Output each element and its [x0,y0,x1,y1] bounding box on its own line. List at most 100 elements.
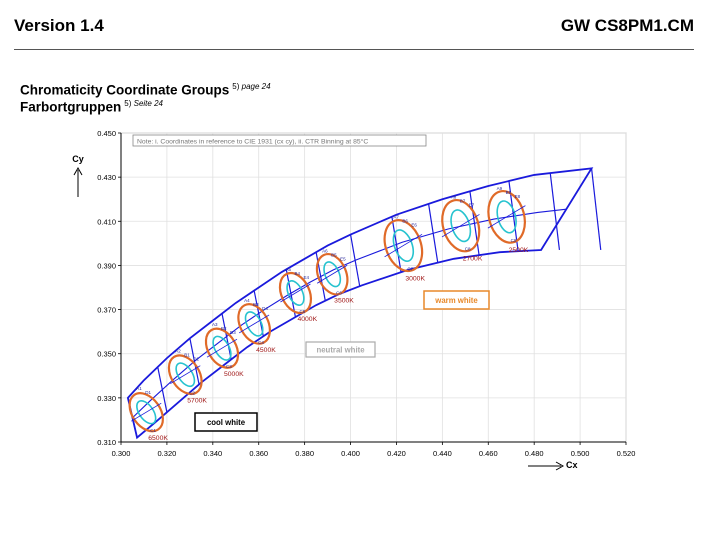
y-tick-label: 0.310 [97,438,116,447]
ellipse-axis [238,314,270,334]
x-tick-label: 0.480 [525,449,544,458]
ellipse-inner [392,229,415,262]
bin-label: C8 [465,247,471,252]
x-tick-label: 0.520 [617,449,636,458]
ellipse-inner [136,400,157,425]
cct-label: 5700K [187,398,207,405]
section-title-de-text: Farbortgruppen [20,99,122,115]
ellipse-axis [487,205,526,229]
bin-label: B4 [294,271,300,276]
x-tick-label: 0.320 [158,449,177,458]
x-axis-arrowhead [555,461,565,471]
section-title-en: Chromaticity Coordinate Groups 5) page 24 [20,82,271,98]
bin-label: B7 [460,199,466,204]
bin-label: E6 [411,223,417,228]
bin-label: E7 [469,203,475,208]
bin-label: C1 [150,428,156,433]
bin-divider [469,191,480,256]
x-axis-label: Cx [566,460,578,470]
bin-divider [189,338,200,385]
plot-frame [120,132,627,443]
bin-label: B3 [253,302,259,307]
section-title-en-footnote[interactable]: 5) page 24 [232,82,271,91]
cct-label: 3500K [334,297,354,304]
ellipse-axis [316,264,348,284]
cct-label: 2500K [509,247,529,254]
ellipse-outer [383,219,424,273]
section-title-de-footnote[interactable]: 5) Seite 24 [124,99,163,108]
header-divider [14,49,694,50]
cct-label: 4500K [256,347,276,354]
ellipse-inner [450,209,472,243]
warm-white-label: warm white [434,296,478,305]
bin-label: E8 [515,194,521,199]
bin-label: A2 [175,349,181,354]
y-tick-label: 0.450 [97,129,116,138]
bin-label: A7 [393,215,399,220]
bin-label: A1 [136,386,142,391]
cct-label: 6500K [148,435,168,442]
bin-label: B8 [506,190,512,195]
bin-label: E5 [340,256,346,261]
ellipse-axis [280,283,311,303]
y-tick-label: 0.350 [97,350,116,359]
bin-label: A5 [285,267,291,272]
bin-divider [391,216,402,273]
x-tick-label: 0.460 [479,449,498,458]
bin-label: B5 [331,252,337,257]
bin-label: D2 [193,357,199,362]
ellipse-axis [131,402,162,422]
ellipse-axis [441,214,480,238]
bin-label: C5 [299,309,305,314]
cct-label: 4000K [297,316,317,323]
x-tick-label: 0.420 [387,449,406,458]
bin-midline [132,208,567,419]
bin-label: C9 [511,238,517,243]
ellipse-outer [278,271,313,315]
bin-label: A4 [244,298,250,303]
bin-divider [285,269,297,318]
y-axis-arrowhead [73,166,83,176]
section-title-de: Farbortgruppen 5) Seite 24 [20,99,163,115]
bin-divider [427,203,439,263]
y-tick-label: 0.410 [97,217,116,226]
bin-label: D1 [145,390,151,395]
chart-grid [120,132,627,443]
bin-label: A6 [322,248,328,253]
ellipse-inner [323,261,342,288]
ellipse-inner [244,311,264,337]
x-tick-label: 0.360 [249,449,268,458]
bin-label: C4 [258,340,264,345]
bin-divider [221,313,232,360]
x-tick-label: 0.440 [433,449,452,458]
ellipse-axis [384,233,423,258]
y-tick-label: 0.430 [97,173,116,182]
bin-divider [590,168,602,251]
bin-label: E4 [303,275,309,280]
ellipse-outer [441,199,481,253]
bin-label: A8 [451,195,457,200]
ellipse-axis [206,338,238,358]
y-tick-label: 0.370 [97,306,116,315]
bin-label: B1 [184,353,190,358]
x-tick-label: 0.400 [341,449,360,458]
version-label: Version 1.4 [14,16,104,35]
bin-label: C6 [336,290,342,295]
ellipse-outer [315,253,349,296]
bin-label: C2 [189,391,195,396]
y-tick-label: 0.390 [97,261,116,270]
warm-white-box [423,290,490,310]
cct-label: 5000K [224,371,244,378]
section-title-en-text: Chromaticity Coordinate Groups [20,82,230,98]
bin-divider [253,290,264,337]
chart-note: Note: i. Coordinates in reference to CIE… [137,138,368,146]
cool-white-label: cool white [207,418,246,427]
ellipse-outer [487,190,526,244]
ellipse-axis [170,365,201,385]
y-tick-label: 0.330 [97,394,116,403]
bin-divider [549,173,561,251]
bin-label: D4 [262,306,268,311]
chart-note-box [132,134,427,147]
ellipse-outer [128,392,164,433]
